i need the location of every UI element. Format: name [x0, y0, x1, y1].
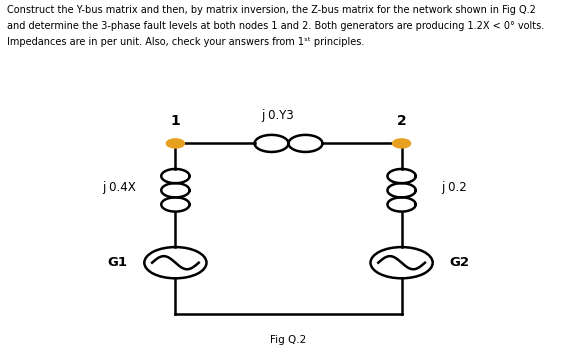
Text: 2: 2	[397, 114, 406, 128]
Text: j 0.4X: j 0.4X	[102, 181, 136, 194]
Text: Construct the Y-bus matrix and then, by matrix inversion, the Z-bus matrix for t: Construct the Y-bus matrix and then, by …	[7, 5, 536, 15]
Text: G1: G1	[107, 256, 128, 269]
Text: Fig Q.2: Fig Q.2	[271, 335, 306, 345]
Text: G2: G2	[449, 256, 470, 269]
Text: Impedances are in per unit. Also, check your answers from 1ˢᵗ principles.: Impedances are in per unit. Also, check …	[7, 37, 364, 47]
Circle shape	[166, 139, 185, 148]
Text: 1: 1	[171, 114, 180, 128]
Text: j 0.Y3: j 0.Y3	[261, 109, 294, 122]
Circle shape	[392, 139, 411, 148]
Text: j 0.2: j 0.2	[441, 181, 467, 194]
Text: and determine the 3-phase fault levels at both nodes 1 and 2. Both generators ar: and determine the 3-phase fault levels a…	[7, 21, 544, 31]
